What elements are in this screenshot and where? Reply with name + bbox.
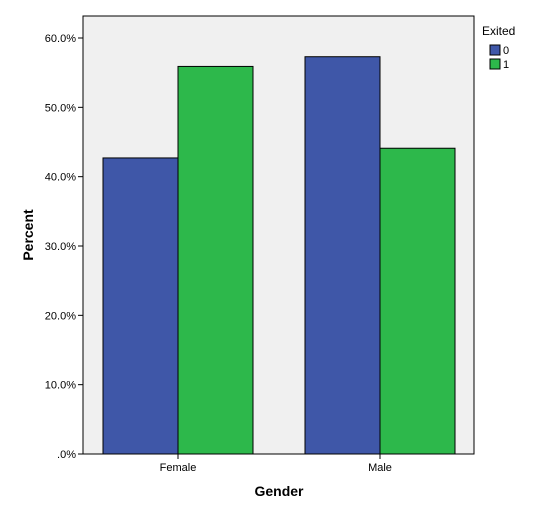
- legend-label-0: 0: [503, 45, 509, 57]
- bar-female-series-1: [177, 65, 254, 455]
- bars-group: [102, 56, 456, 455]
- x-tick-label: Female: [160, 462, 197, 474]
- y-tick-label: 30.0%: [45, 241, 76, 253]
- legend-title: Exited: [482, 24, 515, 38]
- y-tick-label: .0%: [57, 449, 76, 461]
- legend-label-1: 1: [503, 59, 509, 71]
- bar-female-series-0: [102, 157, 179, 455]
- y-tick-label: 40.0%: [45, 172, 76, 184]
- y-tick-label: 10.0%: [45, 380, 76, 392]
- bar-male-series-1: [379, 147, 456, 455]
- legend-items: 01: [489, 44, 509, 71]
- y-tick-label: 20.0%: [45, 310, 76, 322]
- legend: Exited 01: [482, 24, 515, 71]
- legend-swatch-1: [489, 58, 501, 70]
- x-tick-label: Male: [368, 462, 392, 474]
- y-tick-label: 50.0%: [45, 102, 76, 114]
- legend-swatch-0: [489, 44, 501, 56]
- x-axis: Female Male: [160, 454, 392, 474]
- y-tick-label: 60.0%: [45, 33, 76, 45]
- y-axis-title: Percent: [20, 209, 36, 261]
- x-axis-title: Gender: [254, 483, 304, 499]
- bar-male-series-0: [304, 56, 381, 455]
- y-axis: .0% 10.0% 20.0% 30.0% 40.0% 50.0% 60.0%: [45, 33, 83, 461]
